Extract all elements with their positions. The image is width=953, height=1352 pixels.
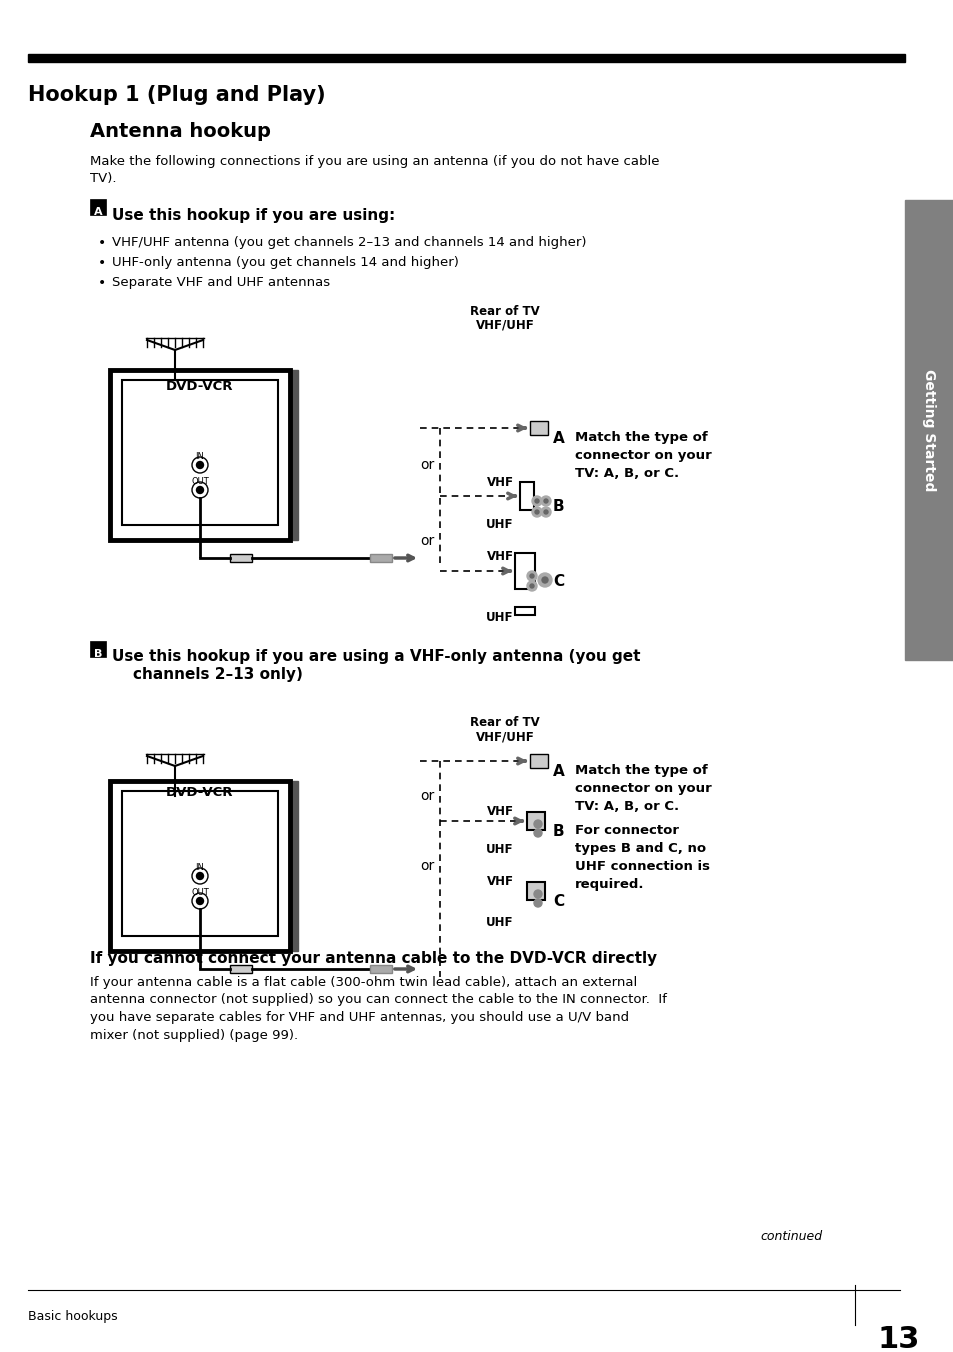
Text: Separate VHF and UHF antennas: Separate VHF and UHF antennas <box>112 276 330 289</box>
Text: or: or <box>419 859 434 873</box>
Bar <box>230 554 252 562</box>
Circle shape <box>532 507 541 516</box>
Text: Rear of TV: Rear of TV <box>470 717 539 729</box>
Circle shape <box>543 510 547 514</box>
Text: VHF/UHF: VHF/UHF <box>476 730 534 744</box>
Bar <box>290 370 297 531</box>
Text: Getting Started: Getting Started <box>921 369 935 491</box>
Bar <box>122 791 277 936</box>
Bar <box>515 553 535 589</box>
Bar <box>230 965 252 973</box>
Circle shape <box>535 499 538 503</box>
Bar <box>122 380 277 525</box>
Text: Match the type of
connector on your
TV: A, B, or C.: Match the type of connector on your TV: … <box>575 764 711 813</box>
Text: UHF-only antenna (you get channels 14 and higher): UHF-only antenna (you get channels 14 an… <box>112 256 458 269</box>
Circle shape <box>543 499 547 503</box>
Text: continued: continued <box>760 1230 821 1242</box>
Text: IN: IN <box>195 452 204 461</box>
Text: or: or <box>419 790 434 803</box>
Text: Make the following connections if you are using an antenna (if you do not have c: Make the following connections if you ar… <box>90 155 659 185</box>
Text: Basic hookups: Basic hookups <box>28 1310 117 1324</box>
Text: VHF: VHF <box>486 476 513 489</box>
Text: VHF/UHF antenna (you get channels 2–13 and channels 14 and higher): VHF/UHF antenna (you get channels 2–13 a… <box>112 237 586 249</box>
Bar <box>526 813 544 830</box>
Bar <box>118 531 297 539</box>
Circle shape <box>541 577 547 583</box>
Circle shape <box>535 510 538 514</box>
Bar <box>90 641 106 657</box>
Text: OUT: OUT <box>191 888 209 896</box>
Text: •: • <box>98 276 106 289</box>
Text: Match the type of
connector on your
TV: A, B, or C.: Match the type of connector on your TV: … <box>575 431 711 480</box>
Text: Antenna hookup: Antenna hookup <box>90 122 271 141</box>
Circle shape <box>534 829 541 837</box>
Circle shape <box>196 487 203 493</box>
Text: A: A <box>553 764 564 779</box>
Bar <box>290 781 297 942</box>
Circle shape <box>537 573 552 587</box>
Text: •: • <box>98 256 106 270</box>
Bar <box>515 607 535 615</box>
Text: OUT: OUT <box>191 477 209 485</box>
Circle shape <box>532 496 541 506</box>
Circle shape <box>530 575 534 579</box>
Bar <box>526 882 544 900</box>
Text: VHF: VHF <box>486 875 513 888</box>
Text: DVD-VCR: DVD-VCR <box>166 786 233 799</box>
Text: UHF: UHF <box>486 917 514 929</box>
Text: or: or <box>419 458 434 472</box>
Bar <box>370 554 392 562</box>
Circle shape <box>540 507 551 516</box>
Bar <box>28 54 904 62</box>
Text: C: C <box>553 575 563 589</box>
Text: For connector
types B and C, no
UHF connection is
required.: For connector types B and C, no UHF conn… <box>575 823 709 891</box>
Text: •: • <box>98 237 106 250</box>
Text: 13: 13 <box>877 1325 920 1352</box>
Circle shape <box>196 872 203 880</box>
Circle shape <box>526 571 537 581</box>
Text: B: B <box>553 499 564 514</box>
Circle shape <box>534 890 541 898</box>
Text: Hookup 1 (Plug and Play): Hookup 1 (Plug and Play) <box>28 85 325 105</box>
Bar <box>370 965 392 973</box>
Text: B: B <box>553 823 564 840</box>
Bar <box>904 200 953 660</box>
Text: VHF: VHF <box>486 550 513 562</box>
Bar <box>530 754 547 768</box>
Text: Use this hookup if you are using:: Use this hookup if you are using: <box>112 208 395 223</box>
Text: or: or <box>419 534 434 548</box>
Text: B: B <box>93 649 102 658</box>
Text: Use this hookup if you are using a VHF-only antenna (you get: Use this hookup if you are using a VHF-o… <box>112 649 639 664</box>
Bar <box>110 370 290 539</box>
Bar <box>530 420 547 435</box>
Text: If your antenna cable is a flat cable (300-ohm twin lead cable), attach an exter: If your antenna cable is a flat cable (3… <box>90 976 666 1041</box>
Circle shape <box>534 899 541 907</box>
Text: If you cannot connect your antenna cable to the DVD-VCR directly: If you cannot connect your antenna cable… <box>90 950 657 965</box>
Bar <box>110 781 290 950</box>
Text: UHF: UHF <box>486 611 514 625</box>
Circle shape <box>530 584 534 588</box>
Circle shape <box>196 461 203 469</box>
Text: Rear of TV: Rear of TV <box>470 306 539 318</box>
Circle shape <box>534 821 541 827</box>
Circle shape <box>526 581 537 591</box>
Text: A: A <box>93 207 102 218</box>
Text: VHF/UHF: VHF/UHF <box>476 319 534 333</box>
Text: A: A <box>553 431 564 446</box>
Bar <box>118 942 297 950</box>
Circle shape <box>540 496 551 506</box>
Text: VHF: VHF <box>486 804 513 818</box>
Text: UHF: UHF <box>486 518 514 531</box>
Circle shape <box>196 898 203 904</box>
Text: IN: IN <box>195 863 204 872</box>
Bar <box>519 483 534 510</box>
Text: UHF: UHF <box>486 844 514 856</box>
Text: channels 2–13 only): channels 2–13 only) <box>132 667 302 681</box>
Bar <box>90 199 106 215</box>
Text: C: C <box>553 894 563 909</box>
Text: DVD-VCR: DVD-VCR <box>166 380 233 393</box>
